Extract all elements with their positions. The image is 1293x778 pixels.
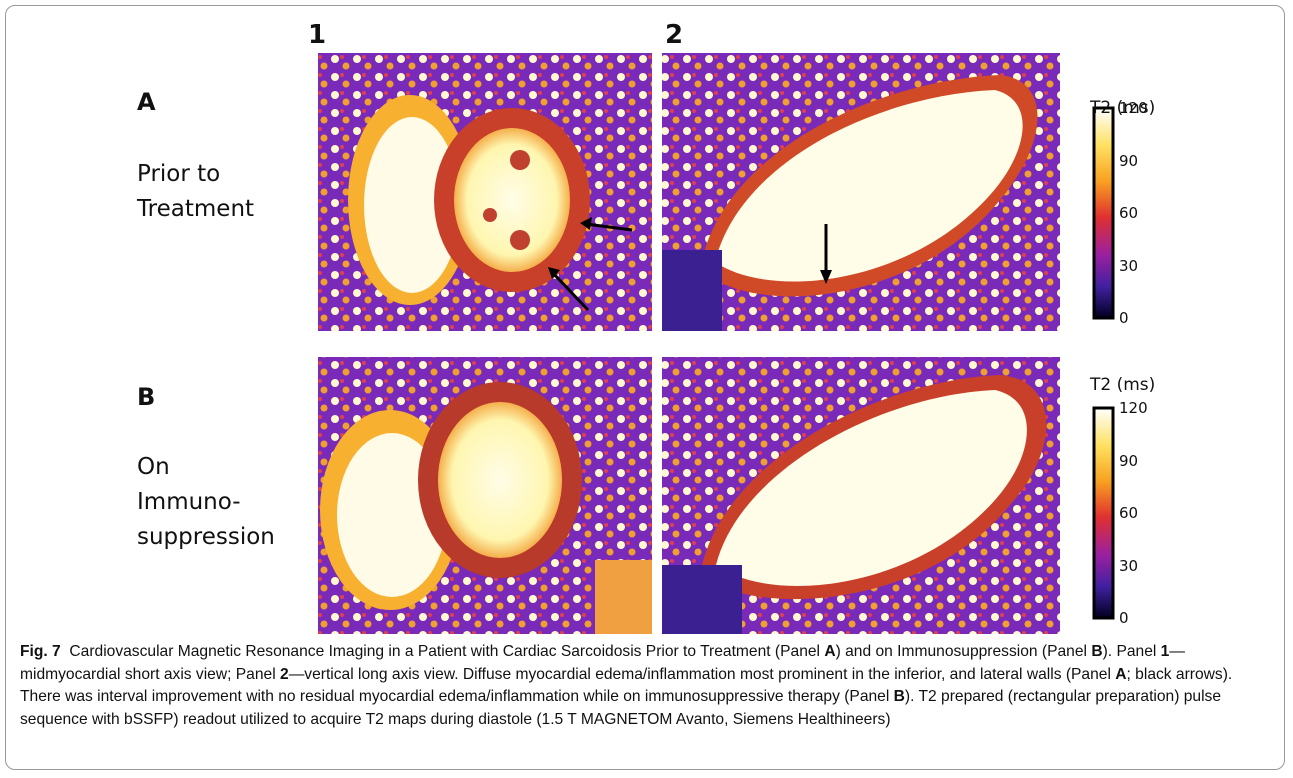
caption-text: —vertical long axis view. Diffuse myocar… [289, 666, 1116, 683]
images [0, 0, 1293, 640]
colorbar-tick: 120 [1119, 99, 1148, 117]
colorbar-tick: 0 [1119, 309, 1129, 327]
colorbar-tick: 90 [1119, 452, 1138, 470]
colorbar-tick: 90 [1119, 152, 1138, 170]
page: 1 2 A Prior toTreatment B OnImmuno-suppr… [0, 0, 1293, 778]
caption-text: 2 [280, 666, 289, 683]
colorbar-tick: 60 [1119, 204, 1138, 222]
caption: Fig. 7 Cardiovascular Magnetic Resonance… [20, 641, 1270, 731]
colorbar [1094, 408, 1113, 618]
caption-text: ) and on Immunosuppression (Panel [836, 643, 1092, 660]
caption-text: B [1091, 643, 1102, 660]
caption-text: Cardiovascular Magnetic Resonance Imagin… [69, 643, 824, 660]
caption-label: Fig. 7 [20, 643, 61, 660]
colorbar-title: T2 (ms) [1090, 375, 1155, 395]
mri-image [662, 357, 1060, 634]
colorbar-tick: 60 [1119, 504, 1138, 522]
colorbar-tick: 30 [1119, 557, 1138, 575]
colorbar-tick: 120 [1119, 399, 1148, 417]
caption-text: ). Panel [1103, 643, 1161, 660]
caption-text: A [1115, 666, 1126, 683]
mri-image [662, 53, 1060, 331]
mri-image [318, 357, 652, 634]
colorbar [1094, 108, 1113, 318]
colorbar-tick: 0 [1119, 609, 1129, 627]
colorbar-tick: 30 [1119, 257, 1138, 275]
caption-text: A [824, 643, 835, 660]
mri-image [318, 53, 652, 331]
caption-text: B [894, 688, 905, 705]
